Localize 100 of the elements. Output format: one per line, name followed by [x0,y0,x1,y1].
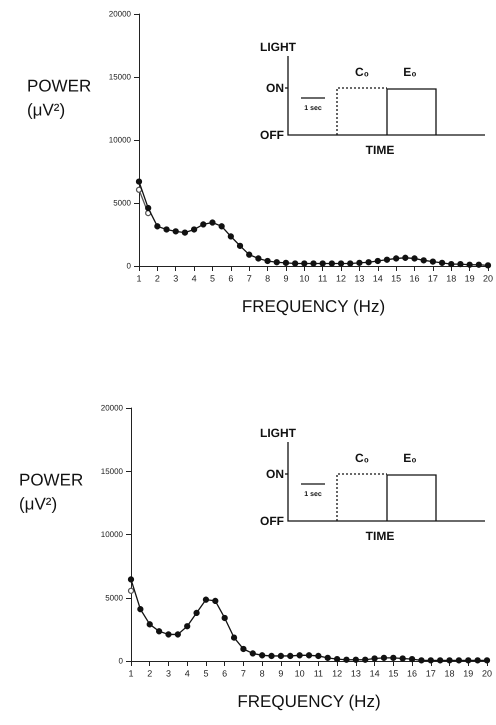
annotation: TIME [366,143,394,157]
point [324,654,331,661]
point [456,657,462,664]
point [154,223,160,230]
x-axis-title: FREQUENCY (Hz) [242,297,386,316]
annotation: TIME [366,529,394,543]
y-tick-label: 15000 [100,466,124,476]
x-tick-label: 2 [147,668,152,678]
x-tick-label: 11 [314,668,324,678]
x-tick-label: 5 [203,668,208,678]
point [418,657,425,664]
point [228,233,234,240]
y-axis-title: POWER (μV²) [19,470,88,514]
point [334,656,340,662]
x-tick-label: 4 [184,668,190,678]
y-tick-label: 5000 [105,593,124,602]
x-tick-label: 14 [372,274,383,284]
x-tick-label: 3 [166,668,171,678]
point [296,652,303,658]
annotation: ON [266,81,284,95]
point [282,260,290,266]
x-tick-label: 19 [464,274,475,284]
x-tick-label: 9 [283,274,288,284]
point [146,621,153,628]
annotation: E₀ [403,451,417,465]
point [174,631,181,638]
x-tick-label: 6 [222,668,228,678]
point [320,260,326,267]
x-tick-label: 3 [173,274,178,284]
x-tick-label: 14 [370,668,380,678]
point [236,242,244,249]
x-tick-label: 15 [388,668,398,678]
point [156,628,162,634]
point [172,228,179,234]
x-tick-label: 17 [428,274,438,284]
annotation: ON [266,467,284,481]
point [393,255,400,262]
point [484,262,492,268]
x-tick-label: 10 [299,274,310,284]
point [182,230,188,236]
point [402,254,408,261]
point [193,610,200,616]
point [136,186,142,193]
point [366,259,372,266]
point [380,654,388,661]
point [457,261,464,268]
y-tick-label: 10000 [100,530,124,539]
point [343,656,350,663]
point [430,258,436,265]
x-tick-label: 8 [265,274,270,284]
point [356,260,363,266]
x-tick-label: 6 [228,274,234,284]
point [255,255,262,262]
point [278,652,284,660]
y-tick-label: 0 [126,262,132,270]
point [338,260,344,267]
point [128,576,134,583]
point [390,654,396,661]
point [352,656,359,663]
point [448,261,454,268]
y-tick-label: 15000 [108,72,132,82]
point [400,655,406,662]
point [145,204,152,212]
x-tick-label: 17 [426,668,436,678]
annotation: OFF [260,514,284,528]
point [246,252,252,258]
point [268,652,275,660]
x-tick-label: 4 [192,274,197,284]
point [408,656,416,662]
x-tick-label: 12 [336,274,346,284]
point [384,256,390,263]
point [374,258,381,264]
x-tick-label: 9 [278,668,284,678]
x-tick-label: 10 [294,668,305,678]
point [209,219,216,226]
point [191,226,198,233]
x-tick-label: 1 [128,668,134,678]
point [484,657,490,664]
x-tick-label: 16 [407,668,418,678]
point [306,652,312,658]
point [264,258,271,264]
x-tick-label: 1 [136,274,142,284]
point [420,257,427,264]
point [250,650,256,657]
x-tick-label: 15 [391,274,402,284]
point [446,657,453,664]
x-tick-label: 8 [260,668,265,678]
point [136,178,142,185]
point [222,614,228,622]
point [310,260,317,267]
point [137,606,144,612]
x-tick-label: 16 [410,274,420,284]
point [128,588,134,594]
point [165,631,172,638]
point [301,260,308,267]
point [362,656,368,663]
x-tick-label: 18 [446,274,456,284]
point [287,652,294,660]
y-tick-label: 5000 [113,198,132,208]
point [371,655,378,662]
